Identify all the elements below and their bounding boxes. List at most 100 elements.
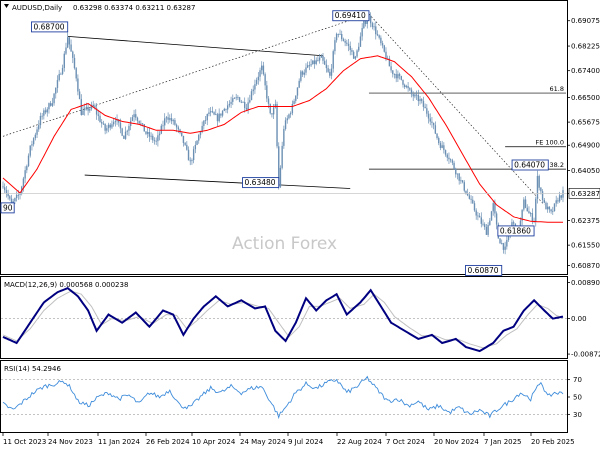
candle [177, 125, 180, 134]
candle [264, 72, 266, 91]
ohlc-values: 0.63298 0.63374 0.63211 0.63287 [73, 4, 195, 12]
svg-text:0.66500: 0.66500 [571, 94, 600, 102]
candle [487, 222, 489, 237]
candle [283, 125, 285, 149]
candle [112, 118, 115, 127]
candle [291, 100, 294, 116]
candle [31, 140, 33, 151]
candle [301, 70, 304, 77]
candle [101, 119, 103, 128]
candle [482, 219, 484, 227]
svg-text:0.64070: 0.64070 [514, 160, 545, 169]
candle [414, 92, 416, 99]
candle [562, 186, 564, 203]
macd-label: MACD(12,26,9) 0.000568 0.000238 [4, 281, 128, 289]
candle [34, 132, 37, 141]
candle [359, 32, 362, 47]
price-annotation: 90 [0, 202, 15, 214]
candle [128, 123, 130, 137]
candle [342, 37, 345, 42]
candle [529, 211, 532, 217]
svg-text:0.61550: 0.61550 [571, 242, 600, 250]
candle [38, 120, 40, 132]
candle [552, 206, 554, 215]
candle [528, 206, 530, 214]
candle [501, 239, 503, 245]
candle [432, 122, 435, 130]
trendline [67, 35, 324, 57]
collapse-triangle-icon[interactable] [4, 4, 9, 8]
candle [419, 96, 421, 105]
trendline [84, 174, 351, 189]
candle [60, 72, 62, 75]
candle [339, 29, 341, 35]
candle [446, 153, 448, 162]
candle [226, 101, 229, 114]
candle [72, 50, 74, 64]
candle [325, 59, 328, 73]
candle [298, 78, 300, 89]
watermark: Action Forex [232, 234, 337, 254]
price-tick: 0.62375 [567, 217, 600, 225]
candle [255, 77, 258, 86]
candle [344, 38, 346, 47]
candle [451, 158, 454, 166]
candle [441, 140, 443, 149]
candle [434, 121, 437, 135]
candle [506, 236, 508, 250]
candle [466, 188, 469, 197]
candle [206, 113, 208, 126]
candle [484, 222, 486, 230]
candle [371, 21, 374, 30]
candle [422, 96, 425, 111]
candle [470, 195, 472, 204]
candle [352, 50, 355, 59]
svg-text:0.63287: 0.63287 [571, 190, 600, 198]
candle [252, 85, 254, 96]
candle [453, 160, 455, 170]
candle [51, 97, 54, 108]
candle [181, 132, 183, 137]
time-tick: 7 Oct 2024 [385, 433, 425, 446]
candle [232, 94, 234, 106]
price-tick: 0.61550 [567, 242, 600, 250]
svg-text:0.60870: 0.60870 [468, 266, 499, 275]
candle [449, 158, 452, 163]
candle [204, 115, 207, 125]
candle [400, 75, 402, 81]
candle [150, 132, 152, 140]
candle [375, 21, 377, 40]
candle [27, 153, 30, 168]
candle [303, 69, 305, 78]
candle [192, 146, 195, 164]
candle [157, 130, 159, 147]
svg-text:22 Aug 2024: 22 Aug 2024 [337, 438, 382, 446]
price-axis: 0.60870 0.61550 0.62375 0.63287 0.64050 0.649… [567, 17, 600, 270]
price-annotation: 0.69410 [332, 10, 370, 22]
candle [143, 124, 145, 132]
candle [480, 212, 482, 228]
candle [395, 69, 397, 83]
candle [296, 87, 299, 100]
svg-text:0.68225: 0.68225 [571, 43, 600, 51]
candle [65, 42, 67, 55]
svg-text:30: 30 [573, 411, 582, 419]
candle [335, 32, 338, 43]
candle [312, 60, 314, 65]
candle [158, 131, 161, 141]
rsi-tick: 70 [567, 376, 582, 384]
candle [550, 208, 552, 214]
time-tick: 20 Nov 2024 [433, 433, 479, 446]
price-tick: 0.69075 [567, 17, 600, 25]
svg-text:26 Feb 2024: 26 Feb 2024 [146, 438, 190, 446]
candle [424, 103, 426, 109]
candle [289, 111, 292, 118]
candle [427, 110, 430, 124]
candle [9, 194, 11, 201]
candle [104, 123, 106, 135]
candle [53, 92, 55, 106]
candle [167, 112, 169, 125]
candle [215, 109, 217, 116]
candle [238, 96, 241, 103]
